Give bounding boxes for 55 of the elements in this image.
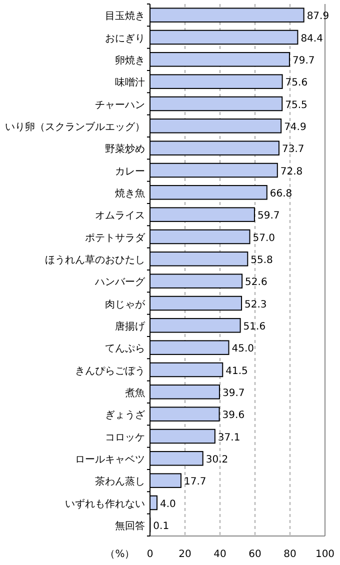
y-tick-label: ポテトサラダ — [85, 232, 146, 244]
x-tick-label: 60 — [248, 549, 262, 560]
data-label: 87.9 — [306, 11, 330, 22]
data-label: 30.2 — [206, 454, 228, 466]
y-tick-label: ぎょうざ — [105, 410, 145, 422]
y-tick-label: カレー — [115, 166, 145, 178]
y-tick-label: 卵焼き — [115, 54, 145, 66]
x-tick-label: 40 — [214, 549, 226, 560]
y-tick-label: 味噌汁 — [115, 76, 145, 89]
data-label: 52.3 — [244, 299, 267, 310]
y-tick-label: オムライス — [95, 210, 145, 222]
data-label: 51.6 — [243, 321, 266, 332]
y-tick-label: ほうれん草のおひたし — [45, 254, 145, 266]
data-label: 74.9 — [284, 122, 306, 133]
data-label: 0.1 — [153, 520, 170, 532]
y-tick-label: てんぷら — [105, 344, 145, 355]
y-tick-label: チャーハン — [95, 100, 145, 111]
y-tick-label: いずれも作れない — [65, 498, 145, 510]
data-label: 41.5 — [226, 366, 248, 377]
y-tick-label: おにぎり — [105, 33, 145, 44]
y-tick-label: 焼き魚 — [115, 187, 145, 200]
y-tick-label: ハンバーグ — [94, 277, 146, 288]
x-tick-label: 100 — [315, 549, 335, 560]
data-label: 52.6 — [245, 277, 268, 288]
data-label: 17.7 — [184, 476, 206, 488]
x-tick-label: 20 — [178, 549, 192, 560]
x-axis-title: （%） — [105, 549, 135, 560]
y-tick-label: 唐揚げ — [115, 320, 146, 332]
data-label: 75.6 — [285, 78, 308, 89]
data-label: 39.7 — [222, 388, 245, 399]
x-tick-label: 80 — [284, 549, 296, 560]
y-tick-label: いり卵（スクランブルエッグ） — [5, 120, 145, 133]
data-label: 57.0 — [252, 232, 276, 244]
data-label: 75.5 — [285, 100, 308, 111]
data-label: 45.0 — [232, 344, 254, 355]
y-tick-label: きんぴらごぼう — [75, 366, 145, 377]
data-label: 37.1 — [218, 432, 240, 444]
data-label: 4.0 — [160, 498, 176, 510]
y-tick-label: 茶わん蒸し — [95, 476, 145, 488]
y-tick-label: 目玉焼き — [105, 10, 145, 22]
data-label: 72.8 — [280, 166, 303, 178]
y-tick-label: 煮魚 — [125, 386, 145, 399]
data-label: 79.7 — [292, 55, 315, 66]
data-label: 84.4 — [300, 33, 323, 44]
data-label: 39.6 — [222, 410, 245, 422]
data-label: 66.8 — [270, 188, 292, 200]
data-label: 73.7 — [282, 144, 304, 156]
y-tick-label: ロールキャベツ — [75, 454, 145, 466]
y-tick-label: 野菜炒め — [105, 143, 145, 156]
y-tick-label: コロッケ — [105, 432, 145, 444]
data-label: 59.7 — [257, 210, 280, 222]
y-tick-label: 肉じゃが — [105, 299, 146, 310]
x-tick-label: 0 — [146, 549, 154, 560]
y-tick-label: 無回答 — [115, 520, 145, 532]
data-label: 55.8 — [250, 254, 273, 266]
